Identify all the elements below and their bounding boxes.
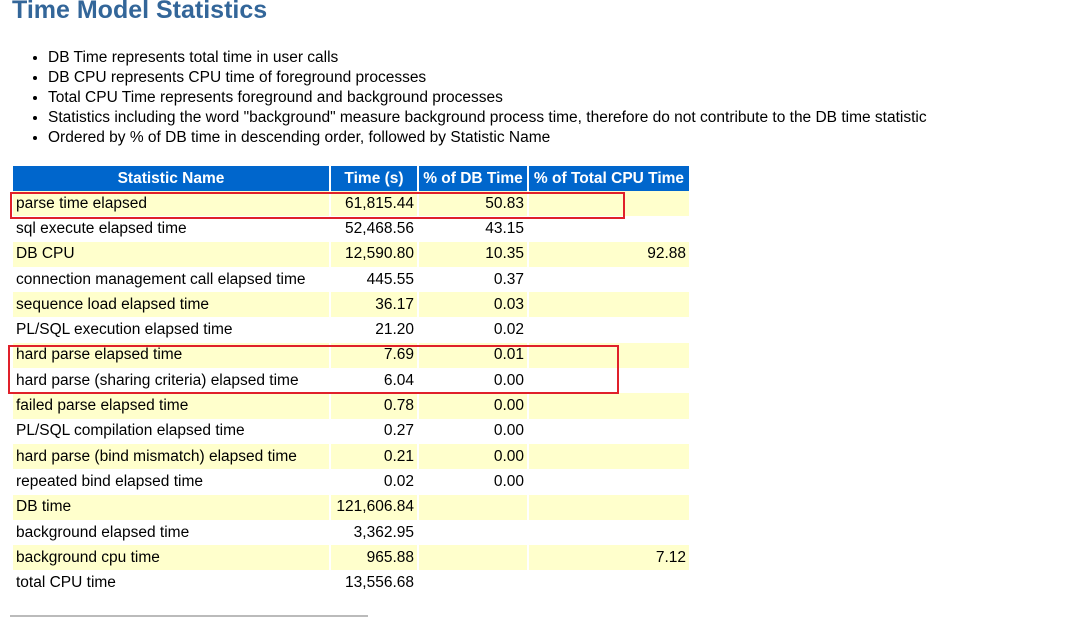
note-item: Statistics including the word "backgroun… bbox=[48, 108, 927, 128]
note-item: DB Time represents total time in user ca… bbox=[48, 48, 927, 68]
highlight-box-parse-time bbox=[10, 192, 625, 219]
col-statistic-name: Statistic Name bbox=[13, 166, 329, 191]
statistic-name: total CPU time bbox=[16, 574, 116, 592]
pct-db-time bbox=[419, 570, 527, 595]
table-row: sequence load elapsed time 36.17 0.03 bbox=[13, 292, 689, 318]
pct-db-time: 0.03 bbox=[419, 292, 527, 318]
pct-db-time: 0.00 bbox=[493, 371, 524, 389]
pct-total-cpu-time bbox=[529, 520, 689, 545]
time-seconds: 0.02 bbox=[383, 472, 414, 490]
pct-db-time bbox=[419, 494, 527, 520]
statistic-name: parse time elapsed bbox=[13, 191, 329, 217]
pct-db-time: 50.83 bbox=[419, 191, 527, 217]
pct-total-cpu-time bbox=[529, 494, 689, 520]
col-pct-cpu-time: % of Total CPU Time bbox=[529, 166, 689, 191]
table-row: DB CPU 12,590.80 10.35 92.88 bbox=[13, 241, 689, 267]
pct-db-time: 0.00 bbox=[493, 472, 524, 490]
pct-db-time: 43.15 bbox=[485, 219, 524, 237]
statistic-name: PL/SQL compilation elapsed time bbox=[16, 422, 245, 440]
time-seconds: 121,606.84 bbox=[331, 494, 417, 520]
pct-db-time: 0.00 bbox=[419, 393, 527, 419]
statistic-name: background elapsed time bbox=[16, 523, 190, 541]
statistic-name: DB time bbox=[13, 494, 329, 520]
note-item: Ordered by % of DB time in descending or… bbox=[48, 128, 927, 148]
statistic-name: DB CPU bbox=[13, 241, 329, 267]
pct-db-time bbox=[419, 545, 527, 571]
col-time: Time (s) bbox=[331, 166, 417, 191]
time-seconds: 13,556.68 bbox=[345, 574, 414, 592]
pct-db-time: 0.37 bbox=[493, 270, 524, 288]
pct-db-time: 10.35 bbox=[419, 241, 527, 267]
time-seconds: 61,815.44 bbox=[331, 191, 417, 217]
pct-total-cpu-time bbox=[529, 216, 689, 241]
table-row: PL/SQL execution elapsed time 21.20 0.02 bbox=[13, 317, 689, 342]
statistic-name: repeated bind elapsed time bbox=[16, 472, 203, 490]
statistic-name: sequence load elapsed time bbox=[13, 292, 329, 318]
pct-total-cpu-time: 92.88 bbox=[529, 241, 689, 267]
table-row: sql execute elapsed time 52,468.56 43.15 bbox=[13, 216, 689, 241]
pct-db-time: 0.00 bbox=[419, 443, 527, 470]
note-item: Total CPU Time represents foreground and… bbox=[48, 88, 927, 108]
pct-total-cpu-time: 7.12 bbox=[529, 545, 689, 571]
time-seconds: 12,590.80 bbox=[331, 241, 417, 267]
table-row: connection management call elapsed time 4… bbox=[13, 267, 689, 292]
pct-db-time: 0.02 bbox=[493, 321, 524, 339]
time-seconds: 0.78 bbox=[331, 393, 417, 419]
time-seconds: 3,362.95 bbox=[353, 523, 414, 541]
table-row: failed parse elapsed time 0.78 0.00 bbox=[13, 393, 689, 419]
table-row: background elapsed time 3,362.95 bbox=[13, 520, 689, 545]
statistic-name: hard parse (sharing criteria) elapsed ti… bbox=[16, 371, 299, 389]
statistic-name: sql execute elapsed time bbox=[16, 219, 187, 237]
pct-total-cpu-time bbox=[529, 443, 689, 470]
pct-total-cpu-time bbox=[529, 317, 689, 342]
time-seconds: 965.88 bbox=[331, 545, 417, 571]
time-seconds: 0.27 bbox=[383, 422, 414, 440]
pct-total-cpu-time bbox=[529, 267, 689, 292]
time-seconds: 21.20 bbox=[375, 321, 414, 339]
highlight-box-hard-parse bbox=[8, 345, 619, 394]
table-row: parse time elapsed 61,815.44 50.83 bbox=[13, 191, 689, 217]
pct-db-time bbox=[419, 520, 527, 545]
table-row: total CPU time 13,556.68 bbox=[13, 570, 689, 595]
statistic-name: failed parse elapsed time bbox=[13, 393, 329, 419]
time-model-table: Statistic Name Time (s) % of DB Time % o… bbox=[11, 166, 691, 596]
statistic-name: background cpu time bbox=[13, 545, 329, 571]
table-header: Statistic Name Time (s) % of DB Time % o… bbox=[13, 166, 689, 191]
time-seconds: 6.04 bbox=[383, 371, 414, 389]
table-row: hard parse (bind mismatch) elapsed time 0… bbox=[13, 443, 689, 470]
pct-total-cpu-time bbox=[529, 419, 689, 444]
pct-total-cpu-time bbox=[529, 570, 689, 595]
time-seconds: 445.55 bbox=[366, 270, 414, 288]
pct-total-cpu-time bbox=[529, 393, 689, 419]
time-seconds: 36.17 bbox=[331, 292, 417, 318]
table-row: PL/SQL compilation elapsed time 0.27 0.00 bbox=[13, 419, 689, 444]
notes-list: DB Time represents total time in user ca… bbox=[22, 48, 927, 148]
page-title: Time Model Statistics bbox=[12, 0, 268, 24]
note-item: DB CPU represents CPU time of foreground… bbox=[48, 68, 927, 88]
time-seconds: 52,468.56 bbox=[345, 219, 414, 237]
pct-total-cpu-time bbox=[529, 292, 689, 318]
table-row: hard parse (sharing criteria) elapsed ti… bbox=[13, 368, 689, 393]
col-pct-db-time: % of DB Time bbox=[419, 166, 527, 191]
statistic-name: PL/SQL execution elapsed time bbox=[16, 321, 233, 339]
table-row: DB time 121,606.84 bbox=[13, 494, 689, 520]
divider bbox=[10, 615, 368, 617]
table-row: repeated bind elapsed time 0.02 0.00 bbox=[13, 469, 689, 494]
statistic-name: hard parse (bind mismatch) elapsed time bbox=[13, 443, 329, 470]
pct-total-cpu-time bbox=[529, 469, 689, 494]
table-row: background cpu time 965.88 7.12 bbox=[13, 545, 689, 571]
pct-total-cpu-time bbox=[529, 191, 689, 217]
pct-db-time: 0.00 bbox=[493, 422, 524, 440]
time-seconds: 0.21 bbox=[331, 443, 417, 470]
statistic-name: connection management call elapsed time bbox=[16, 270, 306, 288]
